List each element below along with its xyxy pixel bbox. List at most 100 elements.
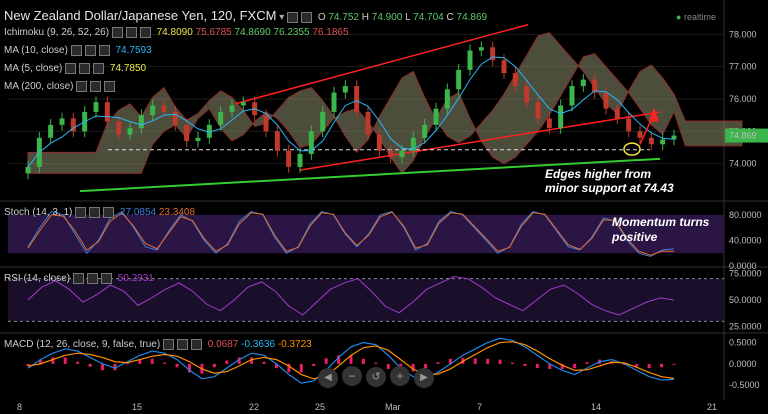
x-axis-label: 8 (17, 402, 22, 412)
candle-body (70, 118, 76, 132)
ichimoku-v5: 76.1865 (312, 27, 349, 39)
x-axis-label: 25 (315, 402, 325, 412)
macd-settings-icon[interactable] (162, 339, 174, 350)
support-annotation-line2: minor support at 74.43 (545, 181, 674, 195)
stoch-band (8, 214, 724, 254)
macd-label[interactable]: MACD (12, 26, close, 9, false, true) (4, 339, 161, 351)
candle-body (444, 89, 450, 109)
rsi-value: 50.2931 (117, 273, 154, 285)
stoch-k-value: 27.0854 (119, 207, 157, 219)
ma10-label[interactable]: MA (10, close) (4, 45, 68, 57)
nav-controls: ◀ − ↺ + ▶ (318, 366, 434, 388)
symbol-dropdown-icon[interactable]: ▾ (279, 12, 285, 23)
candle-body (59, 118, 65, 125)
macd-histogram-bar (448, 358, 452, 364)
macd-histogram-bar (138, 359, 142, 364)
ma200-settings-icon[interactable] (76, 81, 88, 92)
ma5-settings-icon[interactable] (65, 63, 77, 74)
macd-eye-icon[interactable] (176, 339, 188, 350)
scroll-left-button[interactable]: ◀ (318, 368, 338, 388)
ma5-legend[interactable]: MA (5, close) 74.7850 (4, 63, 146, 74)
ichimoku-v2: 75.6785 (195, 27, 232, 39)
live-dot-icon: ● (676, 12, 682, 22)
ichimoku-label[interactable]: Ichimoku (9, 26, 52, 26) (4, 27, 110, 39)
macd-histogram-bar (486, 358, 490, 364)
macd-histogram-bar (386, 363, 390, 369)
ma5-eye-icon[interactable] (79, 63, 91, 74)
rsi-legend[interactable]: RSI (14, close) 50.2931 (4, 273, 154, 284)
rsi-settings-icon[interactable] (72, 273, 84, 284)
candle-body (626, 118, 632, 132)
ma10-legend[interactable]: MA (10, close) 74.7593 (4, 45, 152, 56)
macd-legend[interactable]: MACD (12, 26, close, 9, false, true) 0.0… (4, 339, 312, 350)
x-axis-label: 7 (477, 402, 482, 412)
stoch-settings-icon[interactable] (75, 207, 87, 218)
upper-trendline (234, 23, 529, 105)
ma10-settings-icon[interactable] (70, 45, 82, 56)
ma10-close-icon[interactable] (98, 45, 110, 56)
ichimoku-v4: 76.2355 (273, 27, 310, 39)
ma200-legend[interactable]: MA (200, close) (4, 81, 118, 92)
candle-body (184, 124, 190, 142)
eye-icon[interactable] (301, 11, 313, 23)
zoom-out-button[interactable]: − (342, 366, 362, 386)
ichimoku-v3: 74.8690 (234, 27, 271, 39)
candle-body (297, 153, 303, 167)
stoch-legend[interactable]: Stoch (14, 3, 1) 27.0854 23.3408 (4, 207, 195, 218)
x-axis-label: 21 (707, 402, 717, 412)
candle-body (104, 102, 110, 122)
symbol-header[interactable]: New Zealand Dollar/Japanese Yen, 120, FX… (4, 8, 487, 23)
rsi-band (8, 278, 724, 322)
macd-tick-label: 0.5000 (729, 338, 757, 348)
rsi-eye-icon[interactable] (86, 273, 98, 284)
macd-histogram-bar (535, 363, 539, 369)
ma200-eye-icon[interactable] (90, 81, 102, 92)
macd-histogram-bar (560, 363, 564, 369)
settings-icon[interactable] (287, 11, 299, 23)
macd-histogram-bar (473, 358, 477, 364)
macd-histogram-bar (237, 357, 241, 364)
stoch-label[interactable]: Stoch (14, 3, 1) (4, 207, 73, 219)
scroll-right-button[interactable]: ▶ (414, 368, 434, 388)
candle-body (546, 118, 552, 129)
stoch-tick-label: 0.0000 (729, 261, 757, 271)
candle-body (218, 111, 224, 125)
macd-histogram-bar (511, 362, 514, 364)
ichimoku-eye-icon[interactable] (125, 27, 137, 38)
zoom-in-button[interactable]: + (390, 366, 410, 386)
symbol-title[interactable]: New Zealand Dollar/Japanese Yen, 120, FX… (4, 8, 277, 23)
stoch-tick-label: 40.0000 (729, 235, 762, 245)
macd-v1: 0.0687 (207, 339, 239, 351)
candle-body (206, 124, 212, 138)
candle-body (399, 150, 405, 158)
ma200-close-icon[interactable] (104, 81, 116, 92)
macd-histogram-bar (647, 363, 651, 369)
ma200-label[interactable]: MA (200, close) (4, 81, 74, 93)
ma5-label[interactable]: MA (5, close) (4, 63, 63, 75)
candle-body (376, 134, 382, 151)
rsi-close-icon[interactable] (100, 273, 112, 284)
ohlc-c-label: C (446, 12, 454, 23)
candle-body (320, 111, 326, 132)
macd-histogram-bar (38, 359, 42, 364)
reset-button[interactable]: ↺ (366, 367, 386, 387)
macd-histogram-bar (101, 363, 105, 371)
stoch-close-icon[interactable] (103, 207, 115, 218)
rsi-label[interactable]: RSI (14, close) (4, 273, 71, 285)
candle-body (93, 102, 99, 112)
macd-line (27, 337, 675, 384)
macd-histogram-bar (324, 358, 328, 364)
ma5-close-icon[interactable] (93, 63, 105, 74)
ichimoku-settings-icon[interactable] (111, 27, 123, 38)
ichimoku-close-icon[interactable] (139, 27, 151, 38)
realtime-label: realtime (683, 12, 716, 22)
macd-histogram-bar (26, 363, 30, 366)
stoch-eye-icon[interactable] (89, 207, 101, 218)
ma10-eye-icon[interactable] (84, 45, 96, 56)
momentum-annotation-line2: positive (611, 230, 658, 244)
ichimoku-legend[interactable]: Ichimoku (9, 26, 52, 26) 74.8090 75.6785… (4, 27, 349, 38)
candle-body (274, 131, 280, 151)
x-axis-label: Mar (385, 402, 401, 412)
macd-close-icon[interactable] (190, 339, 202, 350)
